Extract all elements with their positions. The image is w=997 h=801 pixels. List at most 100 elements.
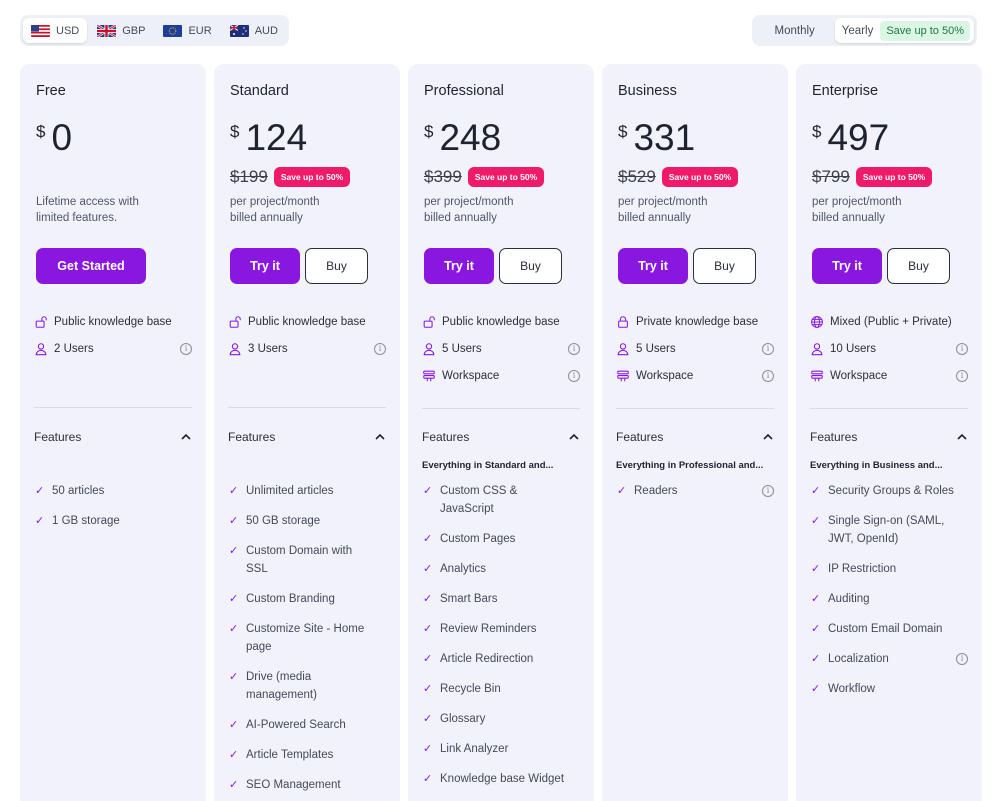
check-icon: ✓ [229, 749, 239, 761]
feature-item: ✓ Customize Site - Home page [229, 620, 386, 656]
check-icon: ✓ [423, 593, 433, 605]
price-row: $0 [36, 118, 72, 158]
user-icon [422, 342, 436, 356]
check-icon: ✓ [423, 653, 433, 665]
limit-label: 2 Users [54, 342, 94, 355]
features-label: Features [34, 430, 82, 444]
buy-button[interactable]: Buy [887, 248, 950, 284]
feature-label: Custom Email Domain [828, 623, 943, 635]
check-icon: ✓ [811, 563, 821, 575]
plan-limits: Mixed (Public + Private) 10 Users i Workspa… [810, 314, 968, 395]
plan-card-professional: Professional $248 $399 Save up to 50% per pr… [408, 64, 594, 801]
currency-gbp[interactable]: GBP [89, 18, 153, 43]
description-line: per project/month [812, 196, 902, 208]
plan-limits: Public knowledge base 2 Users i [34, 314, 192, 368]
try-it-button[interactable]: Try it [424, 248, 494, 284]
feature-list: ✓ 50 articles ✓ 1 GB storage [35, 482, 192, 542]
plan-limits: Public knowledge base 3 Users i [228, 314, 386, 368]
eu-flag-icon [163, 24, 183, 37]
info-icon[interactable]: i [180, 342, 192, 355]
plan-limits: Public knowledge base 5 Users i Workspace i [422, 314, 580, 395]
currency-usd[interactable]: USD [23, 18, 88, 43]
check-icon: ✓ [423, 773, 433, 785]
feature-item: ✓ Custom CSS & JavaScript [423, 482, 580, 518]
info-icon[interactable]: i [956, 342, 968, 355]
limit-row: Public knowledge base [228, 314, 386, 329]
divider [422, 408, 580, 409]
feature-label: 1 GB storage [52, 515, 120, 527]
billing-toggle: Monthly Yearly Save up to 50% [751, 15, 977, 46]
info-icon[interactable]: i [568, 342, 580, 355]
buy-button[interactable]: Buy [499, 248, 562, 284]
currency-aud[interactable]: AUD [222, 18, 286, 43]
feature-label: Customize Site - Home page [246, 623, 365, 653]
limit-label: Public knowledge base [54, 315, 172, 328]
limit-row: Workspace i [422, 368, 580, 383]
feature-list: ✓ Readers i [617, 482, 774, 512]
features-toggle[interactable]: Features [616, 430, 774, 444]
plan-actions: Get Started [36, 248, 146, 284]
currency-symbol: $ [618, 122, 628, 141]
feature-item: ✓ Custom Branding [229, 590, 386, 608]
uk-flag-icon [97, 24, 117, 37]
user-icon [34, 342, 48, 356]
currency-label: AUD [254, 24, 278, 37]
limit-row: 5 Users i [422, 341, 580, 356]
info-icon[interactable]: i [762, 485, 774, 497]
feature-item: ✓ AI-Powered Search [229, 716, 386, 734]
feature-label: Security Groups & Roles [828, 485, 954, 497]
unlock-icon [422, 315, 436, 329]
plans-grid: Free $0 Lifetime access with limited featur… [20, 64, 982, 801]
limit-label: Private knowledge base [636, 315, 759, 328]
feature-label: IP Restriction [828, 563, 897, 575]
info-icon[interactable]: i [568, 369, 580, 382]
try-it-button[interactable]: Try it [618, 248, 688, 284]
limit-row: Workspace i [616, 368, 774, 383]
yearly-option[interactable]: Yearly Save up to 50% [834, 18, 974, 43]
feature-item: ✓ Review Reminders [423, 620, 580, 638]
price-row: $248 [424, 118, 501, 158]
features-toggle[interactable]: Features [34, 430, 192, 444]
divider [228, 407, 386, 408]
features-toggle[interactable]: Features [228, 430, 386, 444]
check-icon: ✓ [811, 515, 821, 527]
info-icon[interactable]: i [762, 369, 774, 382]
try-it-button[interactable]: Try it [230, 248, 300, 284]
info-icon[interactable]: i [956, 653, 968, 665]
unlock-icon [34, 315, 48, 329]
buy-button[interactable]: Buy [693, 248, 756, 284]
check-icon: ✓ [229, 671, 239, 683]
try-it-button[interactable]: Try it [812, 248, 882, 284]
original-price: $199 [230, 167, 268, 186]
au-flag-icon [229, 24, 249, 37]
buy-button[interactable]: Buy [305, 248, 368, 284]
get-started-button[interactable]: Get Started [36, 248, 146, 284]
save-chip: Save up to 50% [880, 20, 970, 41]
chevron-up-icon [956, 431, 968, 443]
features-toggle[interactable]: Features [422, 430, 580, 444]
feature-label: Knowledge base Widget [440, 773, 565, 785]
limit-label: 3 Users [248, 342, 288, 355]
divider [34, 407, 192, 408]
feature-item: ✓ Smart Bars [423, 590, 580, 608]
check-icon: ✓ [423, 623, 433, 635]
feature-item: ✓ Custom Email Domain [811, 620, 968, 638]
feature-item: ✓ 50 articles [35, 482, 192, 500]
description-line: billed annually [618, 212, 691, 224]
info-icon[interactable]: i [956, 369, 968, 382]
currency-switcher: USD GBP EUR AUD [20, 15, 289, 46]
plan-limits: Private knowledge base 5 Users i Workspace i [616, 314, 774, 395]
currency-eur[interactable]: EUR [155, 18, 219, 43]
monthly-option[interactable]: Monthly [774, 24, 815, 37]
workspace-icon [422, 369, 436, 383]
limit-row: Public knowledge base [422, 314, 580, 329]
chevron-up-icon [762, 431, 774, 443]
feature-item: ✓ Knowledge base Widget [423, 770, 580, 788]
workspace-icon [616, 369, 630, 383]
check-icon: ✓ [35, 485, 45, 497]
plan-name: Business [618, 83, 677, 99]
plan-card-business: Business $331 $529 Save up to 50% per projec… [602, 64, 788, 801]
info-icon[interactable]: i [762, 342, 774, 355]
features-toggle[interactable]: Features [810, 430, 968, 444]
info-icon[interactable]: i [374, 342, 386, 355]
